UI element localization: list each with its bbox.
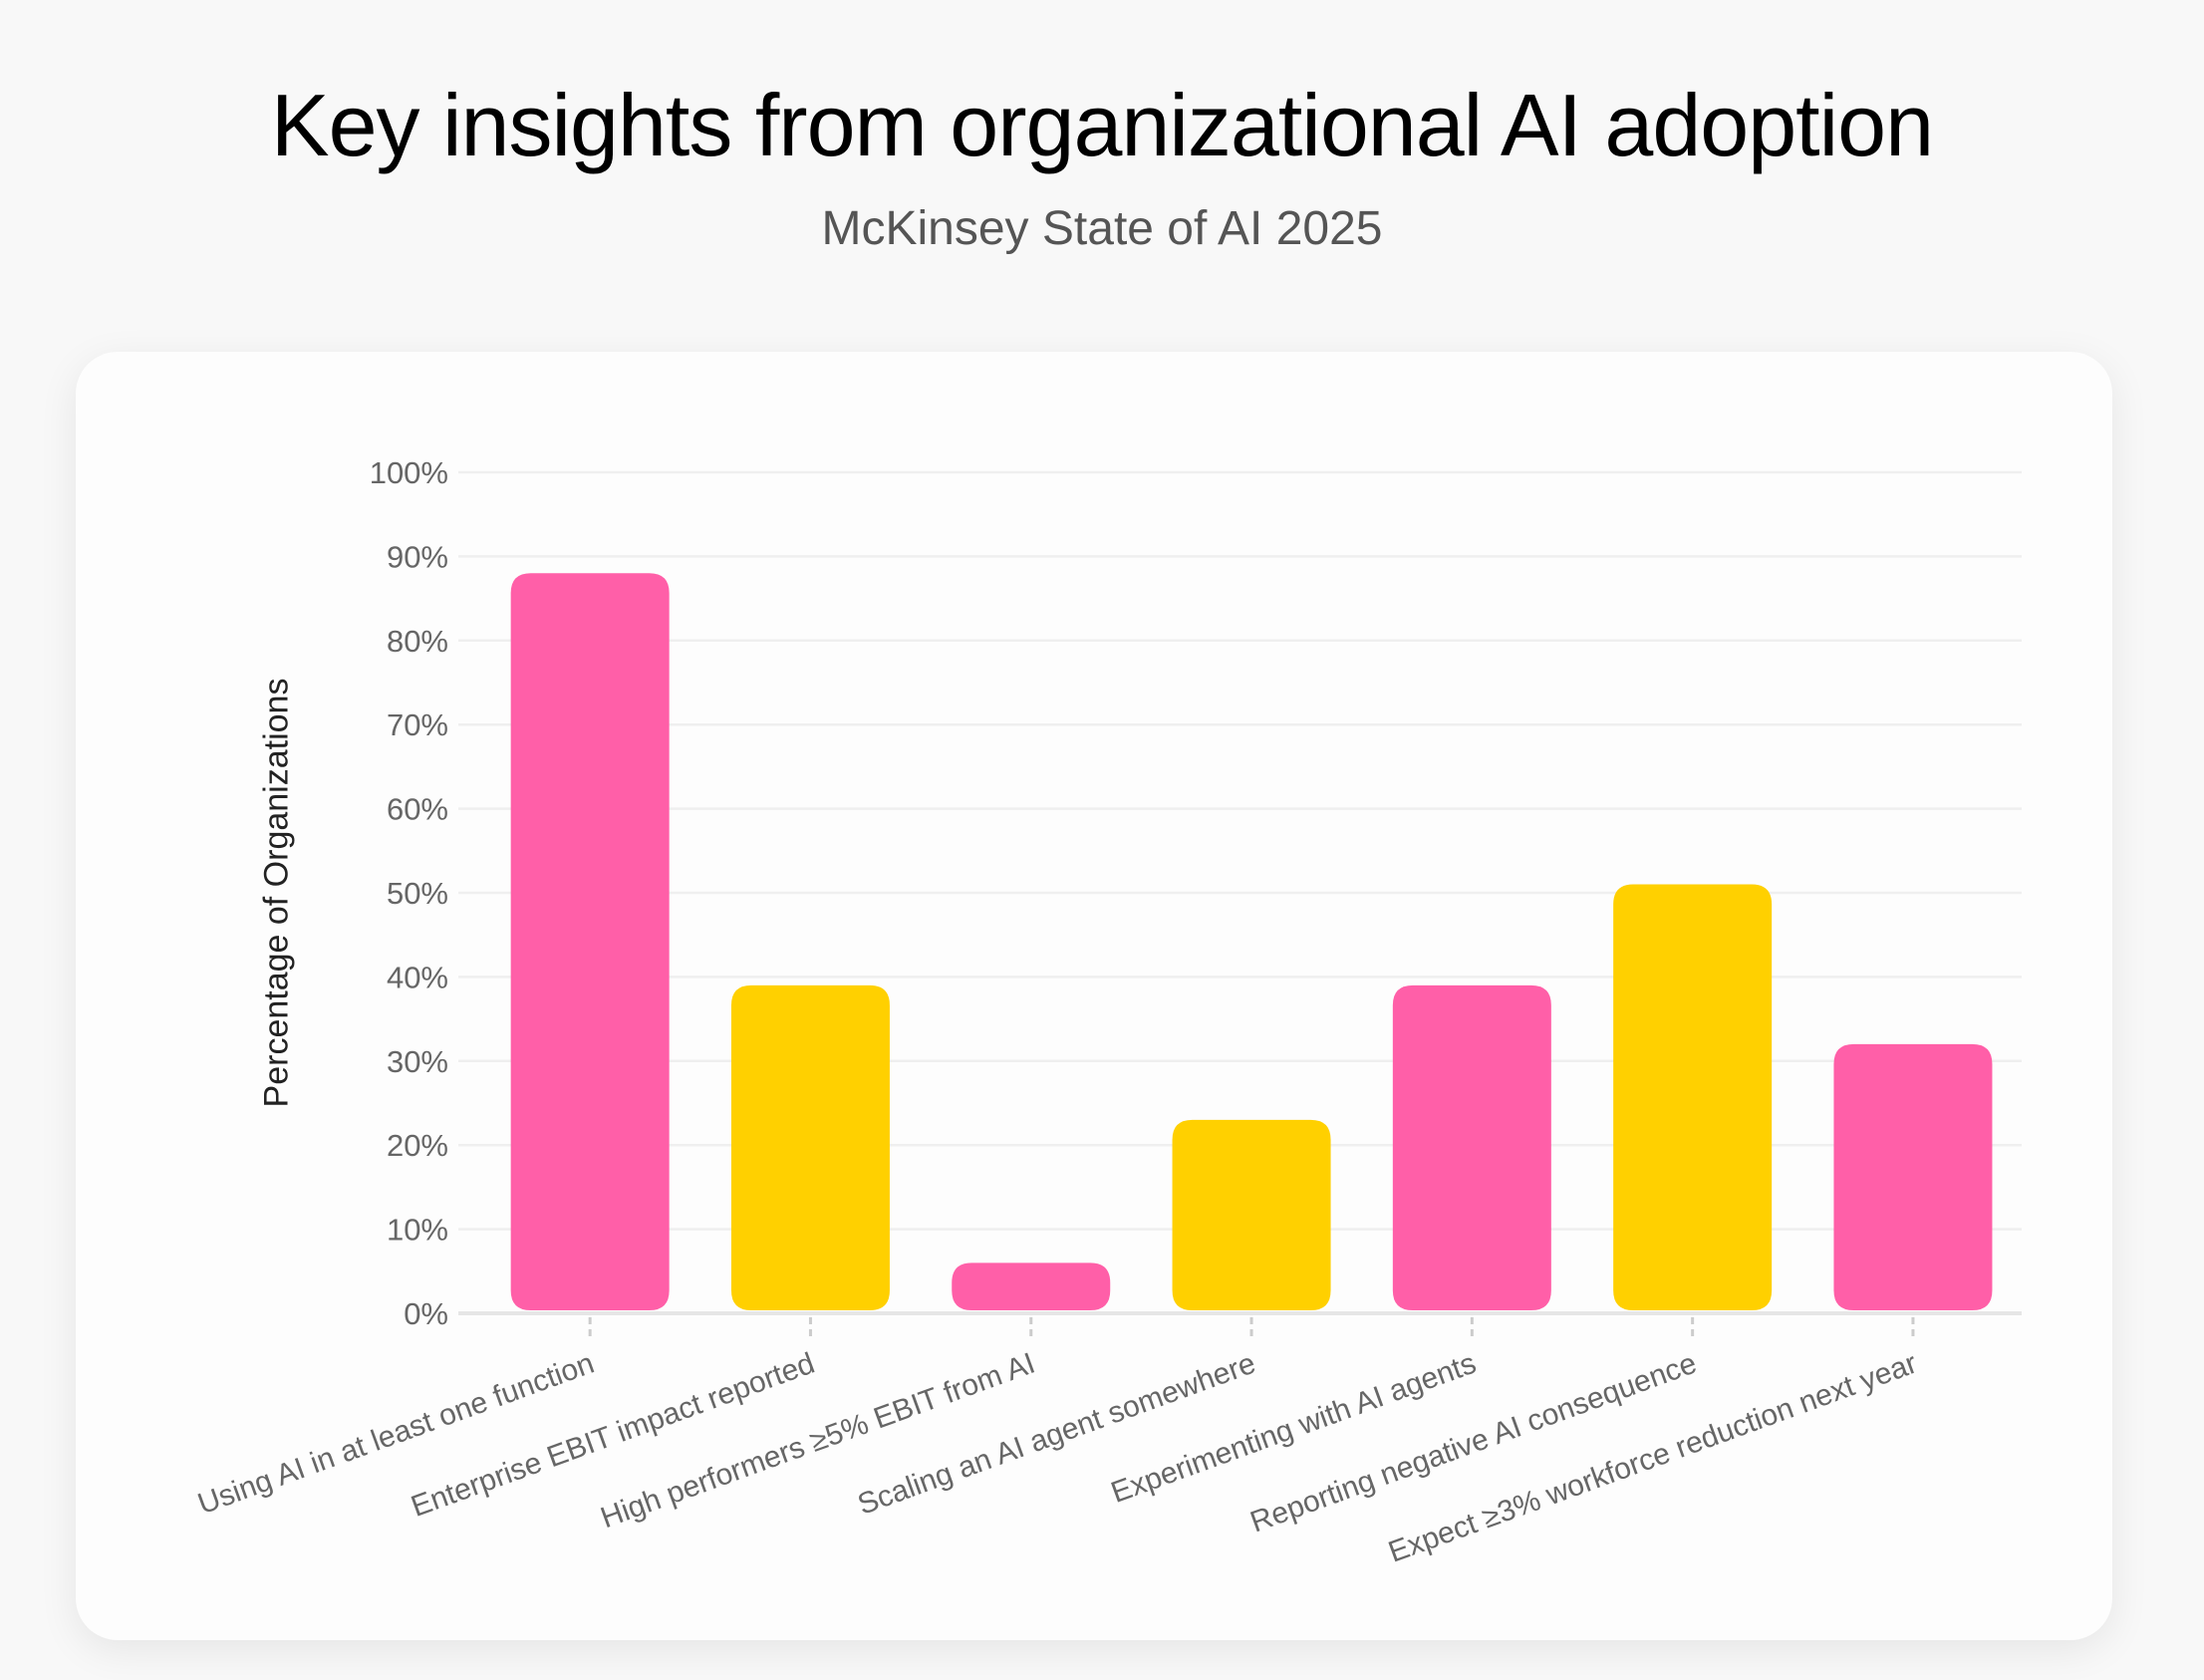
x-tick-label: Scaling an AI agent somewhere (854, 1347, 1260, 1522)
bar (1613, 884, 1773, 1310)
y-tick-label: 70% (387, 707, 448, 742)
y-tick-label: 40% (387, 960, 448, 994)
y-tick-label: 20% (387, 1128, 448, 1163)
x-tick-label: High performers ≥5% EBIT from AI (597, 1347, 1040, 1536)
y-tick-label: 50% (387, 876, 448, 911)
y-tick-label: 90% (387, 539, 448, 574)
bar (1833, 1043, 1993, 1310)
bar (510, 573, 670, 1310)
x-tick-label: Experimenting with AI agents (1107, 1347, 1481, 1510)
bar (1392, 984, 1551, 1310)
bar (730, 984, 890, 1310)
y-tick-label: 10% (387, 1213, 448, 1248)
y-tick-label: 60% (387, 792, 448, 827)
y-tick-label: 80% (387, 624, 448, 659)
y-tick-label: 100% (370, 455, 448, 490)
chart-subtitle: McKinsey State of AI 2025 (821, 202, 1383, 255)
bar (1172, 1119, 1331, 1310)
x-tick-label: Using AI in at least one function (193, 1347, 598, 1522)
bar (952, 1262, 1111, 1310)
chart-card (76, 352, 2112, 1640)
chart-title: Key insights from organizational AI adop… (270, 76, 1934, 174)
y-tick-label: 0% (404, 1296, 448, 1331)
y-axis-label: Percentage of Organizations (257, 678, 296, 1108)
y-tick-label: 30% (387, 1044, 448, 1079)
